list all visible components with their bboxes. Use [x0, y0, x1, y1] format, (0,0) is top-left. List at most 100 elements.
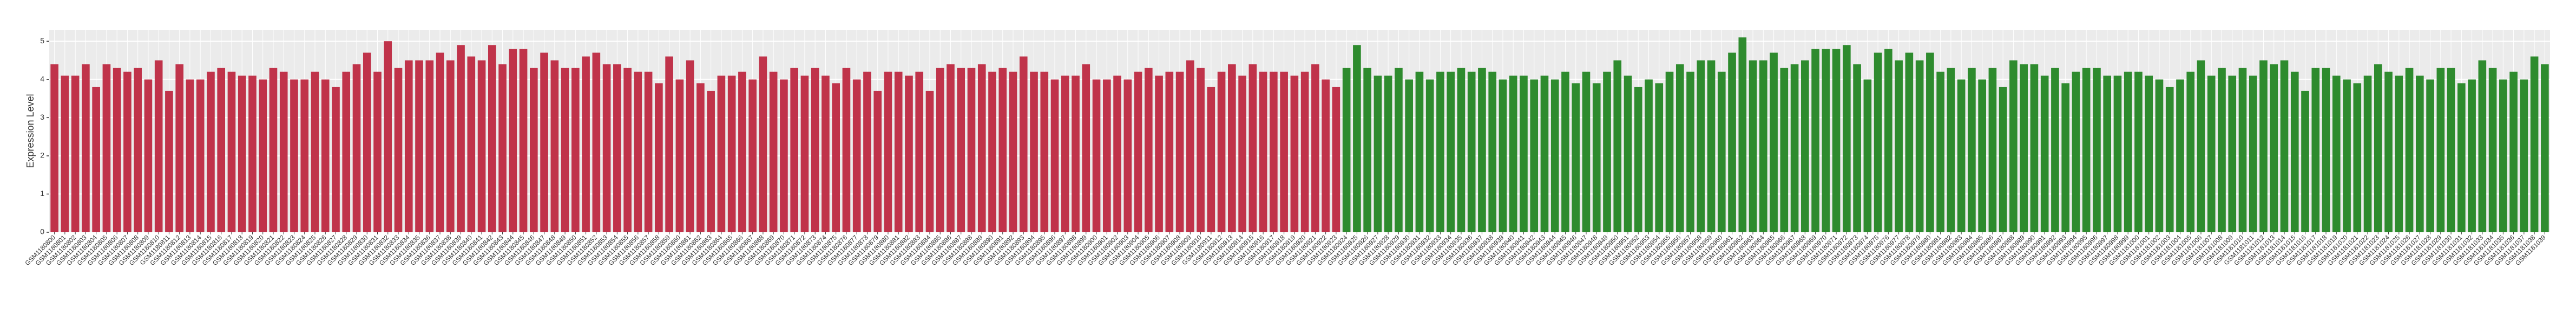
bar — [1155, 75, 1163, 232]
bar — [1707, 60, 1716, 233]
bar — [2301, 90, 2309, 233]
bar — [2280, 60, 2289, 233]
bar — [2509, 71, 2518, 233]
bar — [1665, 71, 1674, 233]
bar — [1675, 64, 1684, 233]
bar — [279, 71, 288, 233]
bar — [623, 68, 632, 232]
bar — [519, 49, 528, 232]
bar — [1738, 37, 1747, 232]
bar — [1050, 79, 1059, 233]
y-axis-title: Expression Level — [25, 94, 36, 168]
bar — [1770, 53, 1778, 232]
bar — [2447, 68, 2455, 232]
bar — [686, 60, 694, 233]
bar — [1405, 79, 1413, 233]
bar — [2228, 75, 2237, 232]
bar — [61, 75, 69, 232]
bar — [2520, 79, 2528, 233]
bar — [2405, 68, 2414, 232]
bar — [165, 90, 173, 233]
bar — [227, 71, 236, 233]
bar — [1874, 53, 1882, 232]
bar — [71, 75, 80, 232]
bar — [1645, 79, 1653, 233]
bar — [2082, 68, 2091, 232]
bar — [2197, 60, 2205, 233]
bar — [832, 83, 840, 232]
bar — [2176, 79, 2184, 233]
bar — [655, 83, 663, 232]
bar — [1395, 68, 1403, 232]
bar — [873, 90, 882, 233]
bar — [1425, 79, 1434, 233]
bar — [696, 83, 705, 232]
bar — [905, 75, 913, 232]
bar — [321, 79, 330, 233]
bar — [1915, 60, 1924, 233]
bar — [1436, 71, 1444, 233]
bar — [1759, 60, 1767, 233]
bar — [2290, 71, 2299, 233]
bar — [1009, 71, 1017, 233]
bar — [2009, 60, 2018, 233]
bar — [1144, 68, 1153, 232]
bar — [2061, 83, 2069, 232]
bar — [2040, 75, 2049, 232]
bar — [613, 64, 621, 233]
bar — [2353, 83, 2362, 232]
bar — [154, 60, 163, 233]
bar — [582, 56, 590, 232]
bar — [363, 53, 371, 232]
bar — [300, 79, 309, 233]
bar — [2093, 68, 2101, 232]
bar — [1540, 75, 1549, 232]
bar — [467, 56, 476, 232]
bar — [811, 68, 819, 232]
bar — [1311, 64, 1319, 233]
bar — [1322, 79, 1330, 233]
bar — [1248, 64, 1257, 233]
bar — [665, 56, 673, 232]
bar — [1509, 75, 1517, 232]
bar — [269, 68, 278, 232]
bar — [1592, 83, 1601, 232]
bar — [425, 60, 434, 233]
bar — [384, 41, 392, 233]
bar — [1415, 71, 1424, 233]
bar — [2020, 64, 2028, 233]
bar — [1300, 71, 1309, 233]
bar — [82, 64, 90, 233]
bar — [1082, 64, 1090, 233]
bar — [1270, 71, 1278, 233]
bar — [561, 68, 569, 232]
bar — [1936, 71, 1944, 233]
bar — [2426, 79, 2434, 233]
bar — [1290, 75, 1299, 232]
bar — [1780, 68, 1789, 232]
bar — [1363, 68, 1371, 232]
bar — [780, 79, 788, 233]
bar — [1884, 49, 1892, 232]
bar — [634, 71, 642, 233]
plot-background — [49, 30, 2550, 232]
bar — [1072, 75, 1080, 232]
bar — [2457, 83, 2466, 232]
bar — [102, 64, 111, 233]
bar — [717, 75, 726, 232]
y-tick-label: 1 — [40, 189, 44, 198]
bar — [1634, 87, 1642, 232]
bar — [540, 53, 548, 232]
bar — [2051, 68, 2059, 232]
bar — [238, 75, 246, 232]
bar — [2530, 56, 2539, 232]
bar — [2072, 71, 2080, 233]
bar — [936, 68, 944, 232]
bar — [1374, 75, 1382, 232]
bar — [2207, 75, 2216, 232]
bar — [290, 79, 298, 233]
bar — [800, 75, 809, 232]
y-tick-label: 2 — [40, 151, 44, 160]
bar — [1113, 75, 1121, 232]
bar — [404, 60, 413, 233]
